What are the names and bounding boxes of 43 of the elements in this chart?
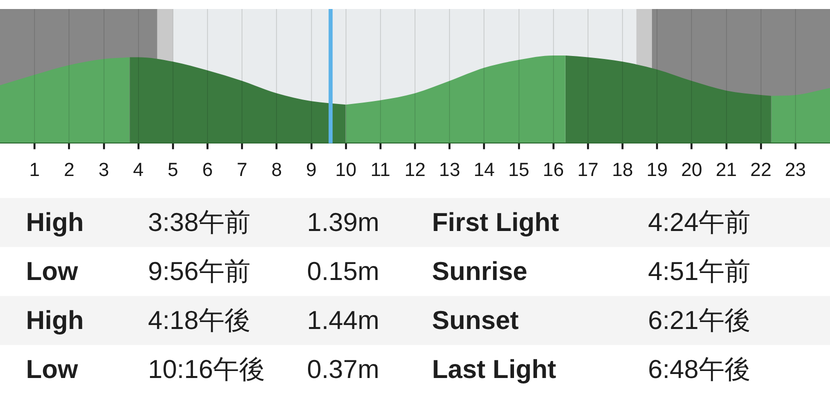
x-tick-label: 20: [681, 160, 702, 181]
text: Sunset: [432, 304, 519, 337]
text: High: [26, 206, 84, 239]
text: 4:18午後: [148, 304, 251, 337]
x-tick-label: 13: [439, 160, 460, 181]
text: Low: [26, 255, 78, 288]
text: 6:21午後: [648, 304, 751, 337]
x-tick-label: 15: [508, 160, 530, 181]
text: 9:56午前: [148, 255, 251, 288]
x-tick-label: 23: [784, 160, 806, 181]
text: Low: [26, 353, 78, 386]
x-tick-label: 16: [542, 160, 564, 181]
text: 0.37m: [307, 353, 380, 386]
x-tick-label: 5: [168, 160, 178, 181]
text: 4:24午前: [648, 206, 751, 239]
x-tick-label: 4: [133, 160, 144, 181]
x-tick-label: 14: [474, 160, 496, 181]
text: 3:38午前: [148, 206, 251, 239]
x-tick-label: 22: [750, 160, 772, 181]
x-tick-label: 19: [646, 160, 668, 181]
x-tick-label: 8: [271, 160, 282, 181]
x-tick-label: 21: [716, 160, 737, 181]
text: First Light: [432, 206, 560, 239]
x-tick-label: 6: [202, 160, 213, 181]
text: Last Light: [432, 353, 556, 386]
x-tick-label: 2: [64, 160, 74, 181]
text: 6:48午後: [648, 353, 751, 386]
text: Sunrise: [432, 255, 528, 288]
x-tick-label: 17: [577, 160, 598, 181]
x-tick-label: 7: [236, 160, 248, 181]
x-tick-label: 9: [306, 160, 317, 181]
x-tick-label: 12: [404, 160, 426, 181]
text: 0.15m: [307, 255, 380, 288]
text: 4:51午前: [648, 255, 751, 288]
text: High: [26, 304, 84, 337]
x-tick-label: 18: [612, 160, 634, 181]
x-tick-label: 10: [335, 160, 356, 181]
x-tick-label: 11: [370, 160, 390, 181]
text: 1.44m: [307, 304, 380, 337]
x-tick-label: 3: [98, 160, 110, 181]
text: 1.39m: [307, 206, 380, 239]
x-tick-label: 1: [29, 160, 40, 181]
text: 10:16午後: [148, 353, 266, 386]
